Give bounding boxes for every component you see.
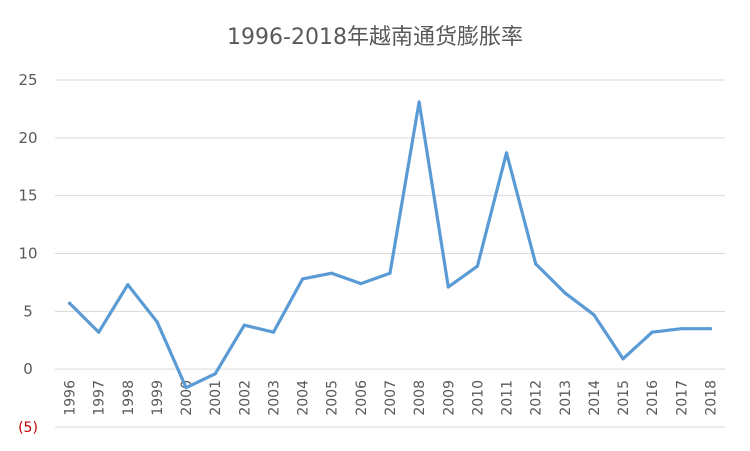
- x-tick-label: 2001: [208, 380, 224, 416]
- data-point: [563, 291, 567, 295]
- data-point: [213, 372, 217, 376]
- series-layer: [67, 100, 713, 390]
- data-point: [388, 271, 392, 275]
- y-tick-label: 25: [18, 71, 37, 89]
- data-point: [534, 262, 538, 266]
- x-tick-label: 2013: [558, 380, 574, 416]
- y-tick-label: 15: [18, 187, 37, 205]
- x-tick-label: 2005: [325, 380, 341, 416]
- x-tick-label: 2003: [266, 380, 282, 416]
- x-tick-label: 2006: [354, 380, 370, 416]
- data-point: [271, 330, 276, 334]
- data-point: [155, 320, 159, 324]
- x-tick-label: 1998: [121, 380, 137, 416]
- x-tick-label: 2008: [412, 380, 428, 416]
- data-point: [67, 301, 72, 305]
- x-tick-label: 2000: [179, 380, 195, 416]
- data-point: [679, 327, 683, 331]
- data-point: [330, 271, 334, 275]
- x-tick-label: 2014: [587, 380, 603, 416]
- data-point: [504, 151, 509, 155]
- y-tick-label: (5): [18, 420, 38, 436]
- x-tick-label: 1997: [92, 380, 108, 416]
- x-tick-label: 2012: [529, 380, 545, 416]
- series-line: [67, 100, 713, 390]
- data-point: [359, 281, 363, 286]
- data-point: [475, 264, 479, 268]
- x-tick-label: 2004: [296, 380, 312, 416]
- x-tick-label: 2016: [645, 380, 661, 416]
- x-tick-label: 2002: [237, 380, 253, 416]
- data-point: [621, 357, 625, 361]
- x-axis-tick-labels: 1996 1997 1998 1999 2000 2001 2002 2003 2004 2005…: [63, 380, 720, 416]
- y-tick-label: 20: [18, 129, 37, 147]
- x-tick-label: 2007: [383, 380, 399, 416]
- x-tick-label: 2010: [470, 380, 486, 416]
- data-point: [708, 327, 713, 331]
- gridlines: [55, 79, 725, 428]
- data-point: [184, 386, 188, 390]
- data-point: [650, 330, 654, 334]
- y-axis-tick-labels: 25 20 15 10 5 0 (5): [18, 71, 38, 436]
- x-tick-label: 1999: [150, 380, 166, 416]
- x-tick-label: 2009: [441, 380, 457, 416]
- data-point: [242, 323, 246, 327]
- data-point: [446, 285, 450, 289]
- data-point: [301, 277, 305, 281]
- data-point: [417, 100, 421, 104]
- y-tick-label: 10: [18, 245, 37, 263]
- y-tick-label: 5: [23, 302, 33, 320]
- x-tick-label: 1996: [63, 380, 79, 416]
- x-tick-label: 2017: [674, 380, 690, 416]
- x-tick-label: 2011: [500, 380, 516, 416]
- data-point: [592, 313, 596, 317]
- x-tick-label: 2018: [703, 380, 719, 416]
- y-tick-label: 0: [23, 360, 33, 378]
- chart-title: 1996-2018年越南通货膨胀率: [227, 25, 523, 50]
- x-tick-label: 2015: [616, 380, 632, 416]
- data-point: [97, 330, 101, 334]
- data-point: [126, 283, 130, 287]
